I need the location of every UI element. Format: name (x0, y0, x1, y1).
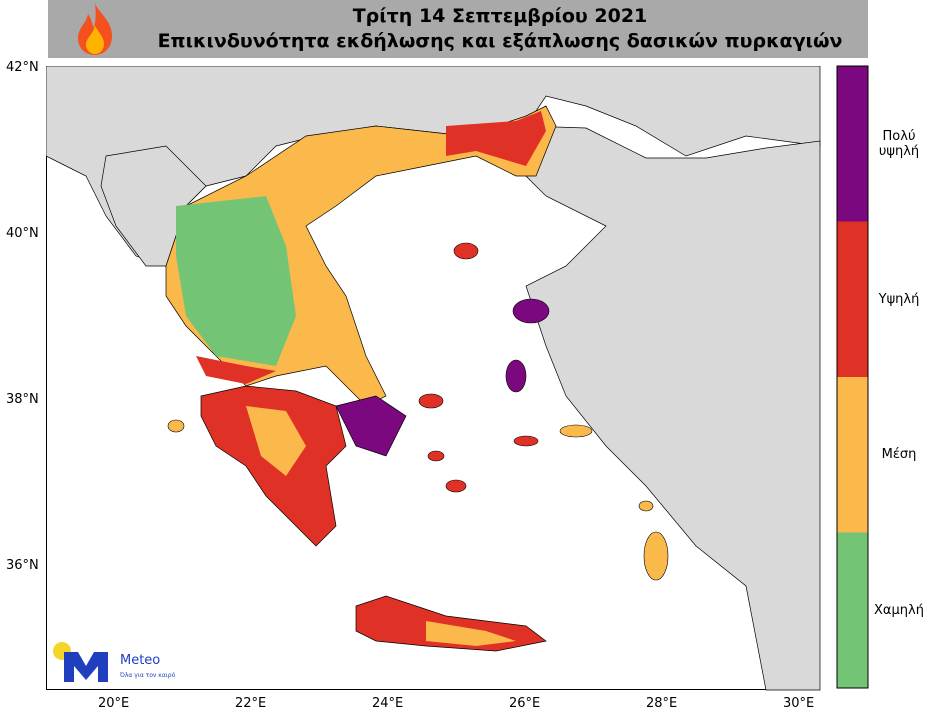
colorbar-segment (837, 66, 868, 222)
colorbar-label: Πολύ υψηλή (878, 128, 920, 159)
colorbar-segment (837, 377, 868, 533)
title: Τρίτη 14 Σεπτεμβρίου 2021 Επικινδυνότητα… (130, 4, 870, 54)
fire-icon (78, 4, 112, 55)
logo-name: Meteo (120, 653, 160, 668)
colorbar-segment (837, 532, 868, 688)
lat-tick-label: 42°N (6, 60, 39, 75)
lon-tick-label: 28°E (646, 696, 678, 711)
map: Meteo Όλα για τον καιρό (46, 66, 821, 691)
lon-tick-label: 26°E (509, 696, 541, 711)
subtitle-line: Επικινδυνότητα εκδήλωσης και εξάπλωσης δ… (157, 30, 843, 52)
lon-tick-label: 30°E (783, 696, 815, 711)
lon-tick-label: 22°E (235, 696, 267, 711)
colorbar-segment (837, 221, 868, 377)
lon-tick-label: 20°E (98, 696, 130, 711)
colorbar (836, 65, 869, 689)
colorbar-label: Χαμηλή (874, 602, 924, 618)
logo: Meteo Όλα για τον καιρό (53, 642, 176, 682)
logo-tagline: Όλα για τον καιρό (119, 672, 176, 679)
lat-tick-label: 40°N (6, 226, 39, 241)
title-bar (48, 0, 868, 58)
colorbar-frame (836, 65, 869, 689)
colorbar-label: Υψηλή (878, 291, 920, 307)
colorbar-label: Μέση (881, 447, 917, 463)
lat-tick-label: 36°N (6, 558, 39, 573)
title-line: Τρίτη 14 Σεπτεμβρίου 2021 (352, 5, 648, 27)
lon-tick-label: 24°E (372, 696, 404, 711)
lat-tick-label: 38°N (6, 392, 39, 407)
